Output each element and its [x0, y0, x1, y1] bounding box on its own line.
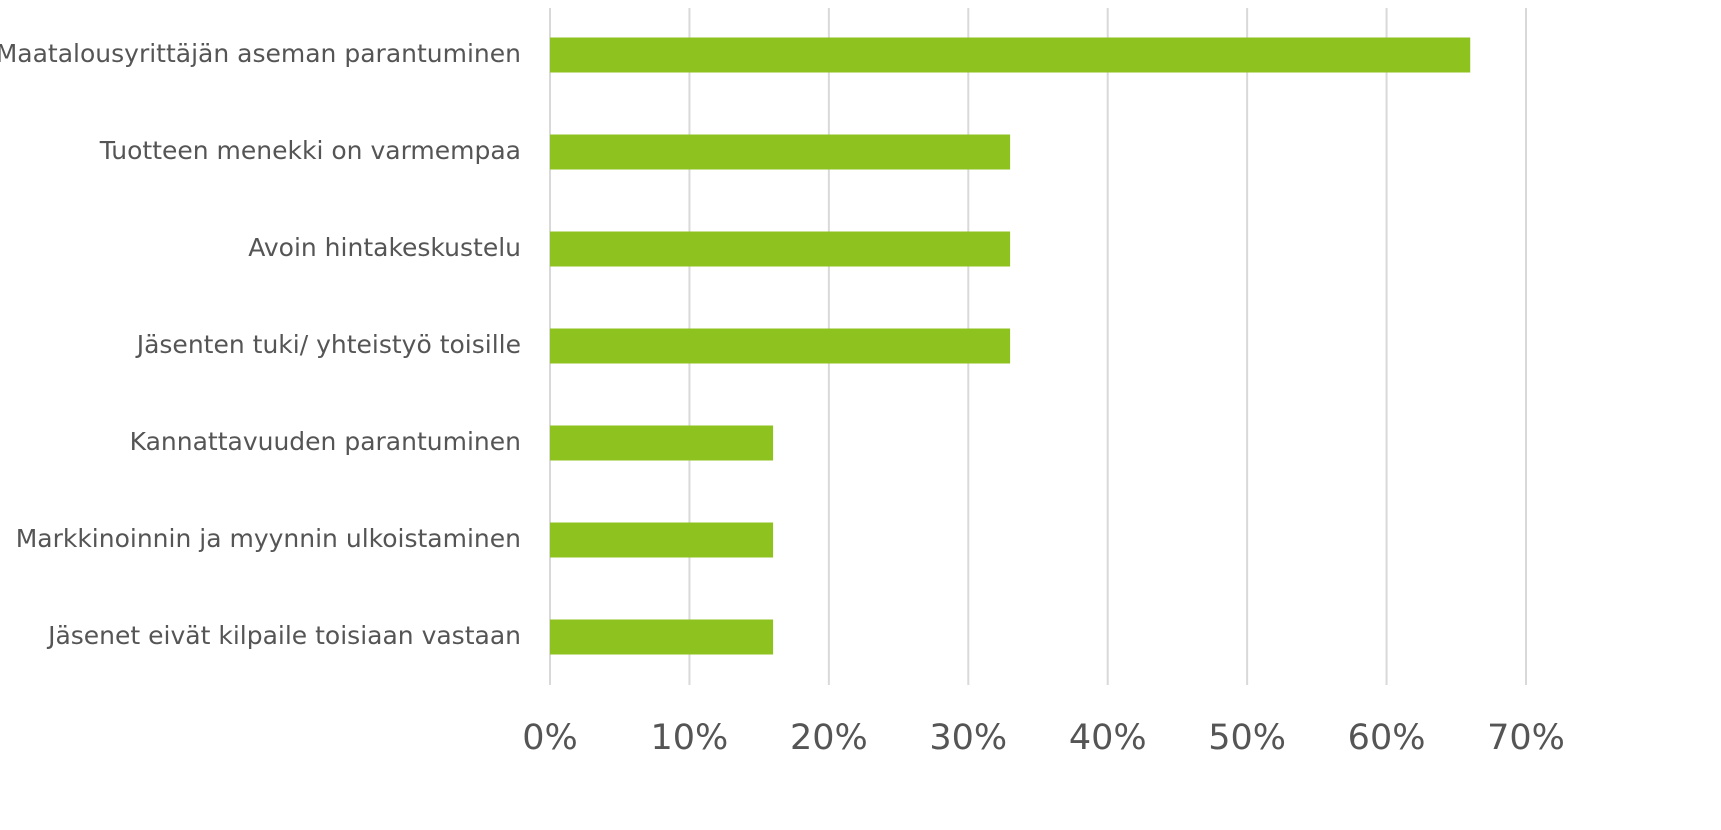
bar — [550, 231, 1011, 267]
category-label: Markkinoinnin ja myynnin ulkoistaminen — [16, 524, 521, 553]
category-label: Avoin hintakeskustelu — [248, 233, 521, 262]
bar — [550, 37, 1471, 73]
x-tick-label: 60% — [1348, 718, 1426, 758]
category-label: Kannattavuuden parantuminen — [130, 427, 521, 456]
x-tick-label: 50% — [1208, 718, 1286, 758]
x-tick-label: 40% — [1069, 718, 1147, 758]
bar — [550, 522, 774, 558]
category-label: Jäsenet eivät kilpaile toisiaan vastaan — [46, 621, 521, 650]
bar — [550, 619, 774, 655]
category-label: Jäsenten tuki/ yhteistyö toisille — [135, 330, 521, 359]
bar — [550, 425, 774, 461]
bar — [550, 134, 1011, 170]
category-labels: Maatalousyrittäjän aseman parantuminen Tu… — [0, 39, 521, 650]
x-tick-label: 30% — [929, 718, 1007, 758]
x-tick-label: 0% — [522, 718, 578, 758]
x-axis-tick-labels: 0% 10% 20% 30% 40% 50% 60% 70% — [522, 718, 1565, 758]
x-tick-label: 70% — [1487, 718, 1565, 758]
category-label: Tuotteen menekki on varmempaa — [99, 136, 521, 165]
bars — [550, 37, 1471, 655]
x-tick-label: 20% — [790, 718, 868, 758]
x-tick-label: 10% — [651, 718, 729, 758]
bar — [550, 328, 1011, 364]
category-label: Maatalousyrittäjän aseman parantuminen — [0, 39, 521, 68]
